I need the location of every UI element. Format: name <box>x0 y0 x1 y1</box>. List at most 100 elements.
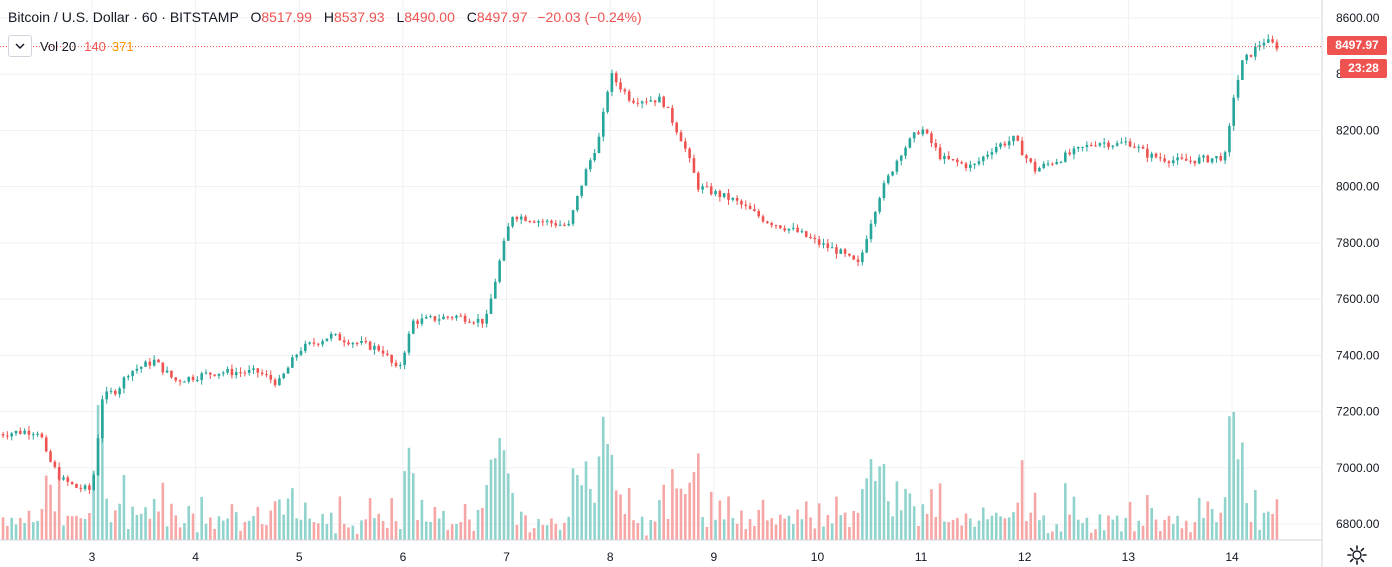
candle-body <box>1154 153 1158 158</box>
candle-body <box>1012 135 1015 142</box>
volume-bar <box>705 526 709 540</box>
candle-body <box>342 340 346 343</box>
candle-body <box>291 357 294 368</box>
volume-bar <box>597 456 601 540</box>
candle-body <box>101 399 104 439</box>
volume-bar <box>951 519 955 540</box>
volume-bar <box>226 518 229 540</box>
candle-body <box>1107 142 1110 148</box>
candle-body <box>1271 39 1274 43</box>
volume-bar <box>144 507 147 540</box>
volume-bar <box>692 471 696 540</box>
candle-body <box>1171 160 1175 164</box>
candle-body <box>403 352 406 366</box>
candle-body <box>390 354 393 363</box>
candle-body <box>1064 152 1067 162</box>
candle-body <box>243 372 247 374</box>
candle-body <box>666 106 670 108</box>
candle-body <box>468 321 471 323</box>
time-tick-label: 14 <box>1225 550 1239 564</box>
candle-body <box>735 198 739 201</box>
candle-body <box>917 132 920 135</box>
volume-bar <box>1094 529 1097 540</box>
candle-body <box>204 372 208 374</box>
candle-body <box>1029 158 1033 162</box>
volume-bar <box>1124 517 1128 540</box>
volume-bar <box>1228 416 1231 540</box>
volume-bar <box>1193 522 1197 540</box>
candle-body <box>601 111 605 137</box>
volume-bar <box>809 517 812 540</box>
volume-bar <box>101 405 104 540</box>
volume-bar <box>999 516 1002 540</box>
candle-body <box>696 172 700 190</box>
candle-body <box>623 89 627 92</box>
candle-body <box>744 204 748 206</box>
time-tick-label: 4 <box>192 550 199 564</box>
volume-bar <box>403 471 406 540</box>
candle-body <box>131 370 134 377</box>
candle-body <box>593 152 596 161</box>
candle-body <box>1249 54 1253 57</box>
volume-bar <box>200 496 203 540</box>
candle-body <box>1089 144 1093 146</box>
volume-bar <box>394 521 398 540</box>
candle-body <box>904 147 907 156</box>
volume-bar <box>1003 518 1007 540</box>
volume-bar <box>938 483 942 540</box>
candle-body <box>1223 152 1227 161</box>
candle-body <box>709 186 713 195</box>
candle-body <box>960 162 963 164</box>
volume-bar <box>701 517 704 540</box>
volume-bar <box>1029 512 1033 540</box>
candle-body <box>433 316 437 321</box>
volume-bar <box>502 450 506 540</box>
time-tick-label: 3 <box>89 550 96 564</box>
candle-body <box>1167 161 1171 164</box>
volume-bar <box>62 525 65 540</box>
volume-bar <box>1133 531 1136 540</box>
candle-body <box>705 186 709 188</box>
candle-body <box>299 351 303 355</box>
volume-bar <box>1033 492 1037 540</box>
volume-bar <box>593 502 596 540</box>
volume-bar <box>666 519 670 540</box>
candle-body <box>1016 135 1020 141</box>
candle-body <box>364 341 368 343</box>
price-tick-label: 8600.00 <box>1336 11 1380 25</box>
candle-body <box>1210 158 1214 163</box>
volume-bar <box>912 506 916 540</box>
candle-body <box>178 380 182 382</box>
candle-body <box>813 238 817 240</box>
volume-bar <box>1184 520 1188 540</box>
volume-bar <box>843 512 847 540</box>
candle-body <box>334 333 337 335</box>
candle-body <box>463 315 467 322</box>
symbol-legend: Bitcoin / U.S. Dollar · 60 · BITSTAMP O8… <box>8 9 642 25</box>
close-value: 8497.97 <box>476 9 528 25</box>
candle-body <box>88 485 91 490</box>
candle-body <box>1068 152 1071 155</box>
candle-body <box>446 316 450 318</box>
volume-bars <box>0 405 1279 540</box>
open-value: 8517.99 <box>261 9 312 25</box>
candle-body <box>714 191 717 195</box>
volume-bar <box>411 473 415 540</box>
last-price-tag: 8497.97 <box>1327 36 1387 55</box>
candle-body <box>455 315 458 318</box>
candle-body <box>515 216 519 220</box>
volume-bar <box>463 503 467 540</box>
candle-body <box>930 133 933 144</box>
candle-body <box>981 156 985 162</box>
gear-icon[interactable] <box>1346 544 1368 566</box>
candle-body <box>459 315 463 317</box>
collapse-button[interactable] <box>8 35 32 57</box>
candle-body <box>148 361 152 366</box>
volume-bar <box>122 474 126 540</box>
volume-bar <box>472 530 476 540</box>
candle-body <box>1159 157 1162 159</box>
candle-body <box>118 388 121 395</box>
volume-bar <box>921 504 925 540</box>
candle-body <box>437 319 441 321</box>
